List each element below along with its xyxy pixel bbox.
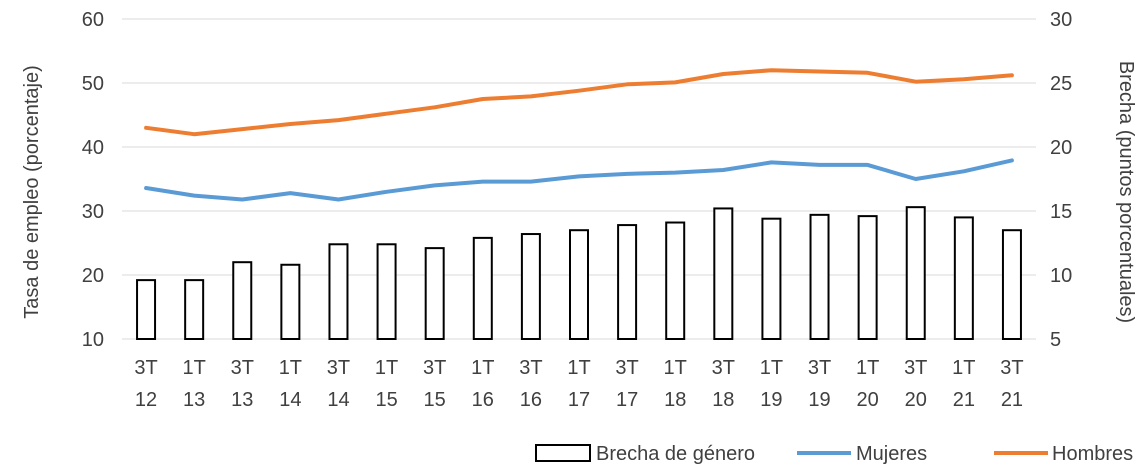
- bar-brecha: [376, 243, 397, 340]
- x-tick-label-quarter: 3T: [519, 357, 542, 379]
- x-tick-label-quarter: 1T: [567, 357, 590, 379]
- left-tick-label: 40: [82, 137, 104, 159]
- left-tick-label: 60: [82, 9, 104, 31]
- x-tick-label-quarter: 1T: [471, 357, 494, 379]
- x-tick-label-year: 16: [520, 389, 542, 411]
- x-tick-label-quarter: 1T: [279, 357, 302, 379]
- x-tick-label-quarter: 3T: [615, 357, 638, 379]
- x-tick-label-year: 15: [375, 389, 397, 411]
- right-tick-label: 15: [1050, 201, 1072, 223]
- bar-brecha: [809, 213, 830, 340]
- bar-brecha: [232, 261, 253, 341]
- x-tick-label-year: 15: [424, 389, 446, 411]
- right-tick-label: 5: [1050, 329, 1061, 351]
- bar-brecha: [328, 243, 349, 340]
- right-tick-label: 30: [1050, 9, 1072, 31]
- x-tick-label-year: 19: [760, 389, 782, 411]
- x-tick-label-year: 17: [568, 389, 590, 411]
- left-tick-label: 50: [82, 73, 104, 95]
- x-tick-label-quarter: 1T: [664, 357, 687, 379]
- x-axis-ticks: 3T 12 1T 13 3T 13 1T 14 3T 14 1T 15 3T 15 1T 16 3T 16 1T 17…: [134, 357, 1023, 411]
- x-tick-label-year: 17: [616, 389, 638, 411]
- bar-brecha: [761, 217, 782, 340]
- x-tick-label-year: 14: [279, 389, 301, 411]
- x-tick-label-year: 13: [183, 389, 205, 411]
- x-tick-label-quarter: 1T: [182, 357, 205, 379]
- bar-brecha: [617, 224, 638, 340]
- x-tick-label-quarter: 3T: [808, 357, 831, 379]
- bar-brecha: [569, 229, 589, 340]
- line-hombres: [144, 68, 1014, 137]
- x-tick-label-quarter: 1T: [375, 357, 398, 379]
- bar-brecha: [665, 221, 686, 341]
- bar-brecha: [472, 236, 493, 341]
- left-tick-label: 30: [82, 201, 104, 223]
- x-tick-label-quarter: 1T: [952, 357, 975, 379]
- x-tick-label-year: 18: [712, 389, 734, 411]
- right-tick-label: 20: [1050, 137, 1072, 159]
- bar-brecha: [713, 207, 734, 340]
- x-tick-label-year: 20: [857, 389, 879, 411]
- bar-brecha: [1001, 229, 1022, 340]
- right-tick-label: 25: [1050, 73, 1072, 95]
- legend: Brecha de género Mujeres Hombres: [535, 443, 1133, 465]
- bar-brecha: [905, 206, 926, 340]
- left-tick-label: 10: [82, 329, 104, 351]
- x-tick-label-year: 16: [472, 389, 494, 411]
- x-tick-label-year: 12: [135, 389, 157, 411]
- x-tick-label-quarter: 3T: [904, 357, 927, 379]
- x-tick-label-quarter: 3T: [423, 357, 446, 379]
- legend-swatch-brecha: [535, 444, 591, 462]
- x-tick-label-year: 13: [231, 389, 253, 411]
- right-axis-ticks: 5 10 15 20 25 30: [1050, 9, 1072, 351]
- x-tick-label-quarter: 3T: [231, 357, 254, 379]
- legend-label-mujeres: Mujeres: [856, 443, 927, 465]
- x-tick-label-quarter: 3T: [712, 357, 735, 379]
- bar-brecha: [280, 263, 301, 341]
- bar-series-brecha: [136, 206, 1022, 341]
- left-axis-ticks: 10 20 30 40 50 60: [82, 9, 104, 351]
- gridlines: [122, 18, 1036, 340]
- bar-brecha: [520, 233, 541, 340]
- bar-brecha: [953, 216, 974, 340]
- x-tick-label-year: 20: [905, 389, 927, 411]
- x-tick-label-year: 14: [327, 389, 349, 411]
- bar-brecha: [857, 215, 878, 340]
- right-tick-label: 10: [1050, 265, 1072, 287]
- x-tick-label-quarter: 3T: [327, 357, 350, 379]
- bar-brecha: [184, 279, 205, 340]
- x-tick-label-year: 21: [1001, 389, 1023, 411]
- bar-brecha: [424, 247, 445, 340]
- left-axis-label: Tasa de empleo (porcentaje): [21, 65, 43, 318]
- legend-label-brecha: Brecha de género: [596, 443, 755, 465]
- x-tick-label-year: 21: [953, 389, 975, 411]
- x-tick-label-year: 18: [664, 389, 686, 411]
- line-series: [144, 68, 1014, 202]
- x-tick-label-quarter: 1T: [856, 357, 879, 379]
- bar-brecha: [136, 279, 157, 340]
- x-tick-label-quarter: 3T: [134, 357, 157, 379]
- left-tick-label: 20: [82, 265, 104, 287]
- legend-label-hombres: Hombres: [1052, 443, 1133, 465]
- x-tick-label-year: 19: [808, 389, 830, 411]
- x-tick-label-quarter: 3T: [1000, 357, 1023, 379]
- line-mujeres: [144, 158, 1014, 202]
- right-axis-label: Brecha (puntos porcentuales): [1115, 61, 1137, 323]
- x-tick-label-quarter: 1T: [760, 357, 783, 379]
